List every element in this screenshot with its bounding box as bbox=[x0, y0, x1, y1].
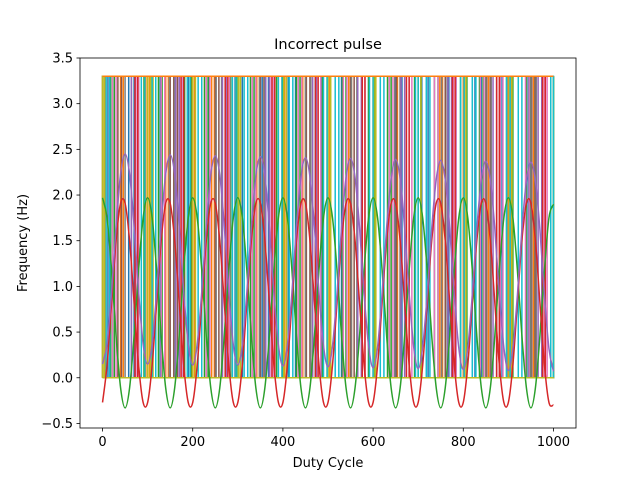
y-tick-label: 0.5 bbox=[52, 326, 73, 341]
x-tick-label: 800 bbox=[451, 435, 476, 450]
chart-title: Incorrect pulse bbox=[274, 37, 382, 53]
y-tick-label: 3.0 bbox=[52, 97, 73, 112]
x-axis: 0 200 400 600 800 1000 bbox=[98, 428, 570, 450]
green-series-line bbox=[101, 197, 555, 409]
y-tick-label: −0.5 bbox=[41, 417, 73, 432]
purple-series-line bbox=[101, 153, 555, 372]
y-axis-label: Frequency (Hz) bbox=[16, 194, 31, 292]
x-tick-label: 1000 bbox=[537, 435, 570, 450]
x-tick-label: 600 bbox=[361, 435, 386, 450]
x-axis-label: Duty Cycle bbox=[293, 456, 364, 471]
y-tick-label: 1.0 bbox=[52, 280, 73, 295]
red-series-line bbox=[101, 197, 554, 408]
x-tick-label: 400 bbox=[270, 435, 295, 450]
y-tick-label: 1.5 bbox=[52, 234, 73, 249]
y-tick-label: 2.0 bbox=[52, 189, 73, 204]
y-axis: −0.5 0.0 0.5 1.0 1.5 2.0 2.5 3.0 3.5 bbox=[41, 52, 80, 432]
plot-area bbox=[101, 75, 555, 409]
y-tick-label: 2.5 bbox=[52, 143, 73, 158]
x-tick-label: 200 bbox=[180, 435, 205, 450]
axes-frame bbox=[79, 57, 577, 429]
y-tick-label: 3.5 bbox=[52, 52, 73, 67]
x-tick-label: 0 bbox=[98, 435, 106, 450]
y-tick-label: 0.0 bbox=[52, 371, 73, 386]
